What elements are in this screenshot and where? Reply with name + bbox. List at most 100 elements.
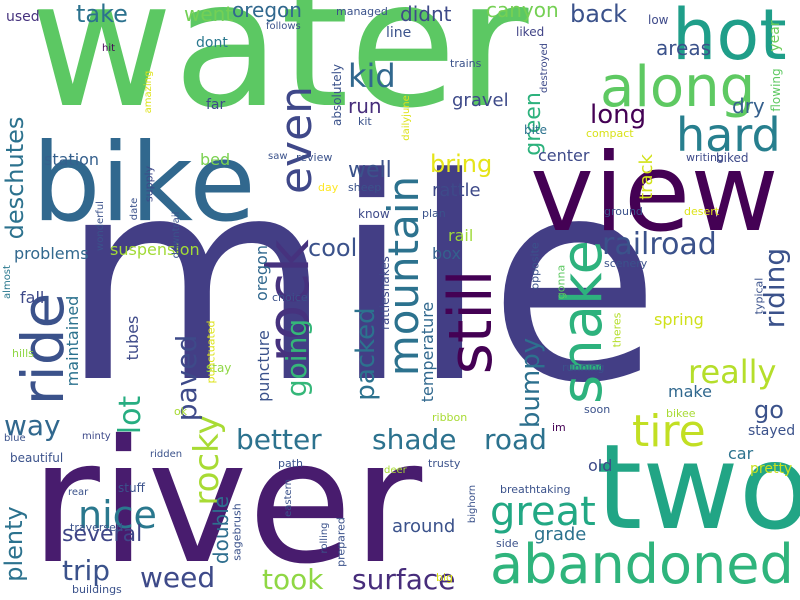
cloud-word: way — [4, 409, 61, 442]
cloud-word: ribbon — [432, 411, 468, 424]
cloud-word: going — [280, 318, 313, 398]
cloud-word: flowing — [769, 68, 783, 112]
cloud-word: nice — [78, 493, 157, 537]
cloud-word: go — [754, 396, 784, 424]
cloud-word: run — [348, 94, 382, 118]
cloud-word: rattlesnakes — [378, 256, 392, 330]
cloud-word: traversed — [70, 521, 123, 534]
cloud-word: weed — [140, 561, 216, 594]
cloud-word: deschutes — [1, 116, 29, 240]
cloud-word: great — [490, 489, 596, 535]
cloud-word: stayed — [748, 423, 796, 439]
cloud-word: bikee — [666, 407, 696, 420]
cloud-word: pretty — [750, 461, 793, 477]
cloud-word: far — [206, 97, 226, 113]
cloud-word: two — [596, 418, 800, 556]
cloud-word: fall — [20, 288, 45, 307]
cloud-word: plenty — [0, 506, 28, 582]
cloud-word: lot — [113, 395, 148, 435]
cloud-word: abandoned — [490, 533, 794, 596]
cloud-word: took — [262, 563, 324, 596]
cloud-word: eastern — [283, 479, 294, 517]
cloud-word: still — [436, 269, 506, 375]
cloud-word: downtrail — [171, 211, 182, 259]
cloud-word: prepared — [334, 517, 348, 567]
cloud-word: big — [436, 571, 454, 584]
cloud-word: sagebrush — [230, 503, 244, 561]
cloud-word: saw — [268, 151, 288, 162]
cloud-word: path — [278, 457, 304, 470]
cloud-word: destroyed — [539, 42, 550, 94]
cloud-word: liked — [516, 25, 545, 39]
cloud-word: double — [209, 495, 233, 565]
cloud-word: river — [30, 404, 423, 600]
cloud-word: punctuated — [204, 320, 218, 384]
cloud-word: line — [386, 25, 412, 41]
cloud-word: better — [236, 423, 322, 456]
cloud-word: shade — [372, 423, 457, 456]
cloud-word: mile — [60, 119, 661, 445]
cloud-word: im — [552, 421, 566, 434]
cloud-word: date — [129, 197, 140, 221]
cloud-word: bumpy — [516, 337, 546, 429]
cloud-word: areas — [656, 36, 712, 60]
cloud-word: packed — [351, 307, 381, 401]
cloud-word: beautiful — [10, 451, 64, 465]
cloud-word: road — [484, 423, 547, 456]
cloud-word: surface — [352, 563, 456, 596]
cloud-word: typical — [752, 277, 766, 315]
cloud-word: car — [728, 444, 754, 463]
cloud-word: side — [496, 537, 519, 550]
cloud-word: gravel — [452, 90, 509, 111]
cloud-word: absolutely — [330, 63, 344, 127]
cloud-word: year — [767, 20, 783, 52]
cloud-word: went — [184, 2, 234, 26]
cloud-word: rattle — [432, 180, 481, 201]
cloud-word: blue — [4, 433, 26, 444]
cloud-word: dont — [196, 35, 228, 51]
cloud-word: theres — [610, 312, 624, 348]
cloud-word: hills — [12, 347, 34, 360]
cloud-word: stay — [206, 361, 232, 375]
cloud-word: tire — [632, 406, 706, 457]
cloud-word: rail — [448, 226, 474, 245]
cloud-word: hot — [672, 0, 787, 76]
cloud-word: tubes — [123, 315, 142, 361]
cloud-word: running — [562, 361, 605, 374]
cloud-word: oregon — [252, 245, 271, 301]
cloud-word: canyon — [486, 0, 559, 22]
cloud-word: scenery — [604, 257, 648, 270]
cloud-word: spring — [654, 310, 704, 329]
cloud-word: buildings — [72, 583, 122, 596]
cloud-word: center — [538, 146, 590, 165]
cloud-word: bring — [430, 150, 493, 178]
cloud-word: gonna — [554, 264, 568, 300]
cloud-word: know — [358, 207, 390, 221]
cloud-word: biked — [716, 151, 749, 165]
cloud-word: almost — [2, 265, 13, 299]
cloud-word: bed — [200, 150, 231, 169]
cloud-word: around — [392, 516, 456, 537]
cloud-word: used — [6, 9, 40, 25]
cloud-word: follows — [266, 21, 301, 32]
cloud-word: sheep — [348, 181, 382, 194]
cloud-word: really — [688, 353, 777, 391]
cloud-word: take — [76, 0, 128, 28]
cloud-word: stuff — [118, 481, 145, 495]
cloud-word: choice — [272, 291, 308, 304]
cloud-word: kit — [358, 115, 372, 128]
cloud-word: station — [44, 150, 100, 169]
cloud-word: didnt — [400, 2, 452, 26]
cloud-word: make — [668, 382, 712, 401]
cloud-word: back — [570, 0, 628, 28]
cloud-word: amazing — [143, 70, 154, 114]
cloud-word: temperature — [418, 301, 437, 403]
cloud-word: bighorn — [467, 484, 478, 524]
cloud-word: soon — [584, 403, 611, 416]
cloud-word: plan — [422, 207, 446, 220]
cloud-word: dailyjune — [401, 95, 412, 141]
cloud-word: view — [530, 131, 779, 256]
cloud-word: trains — [450, 57, 482, 70]
cloud-word: trusty — [428, 457, 461, 470]
